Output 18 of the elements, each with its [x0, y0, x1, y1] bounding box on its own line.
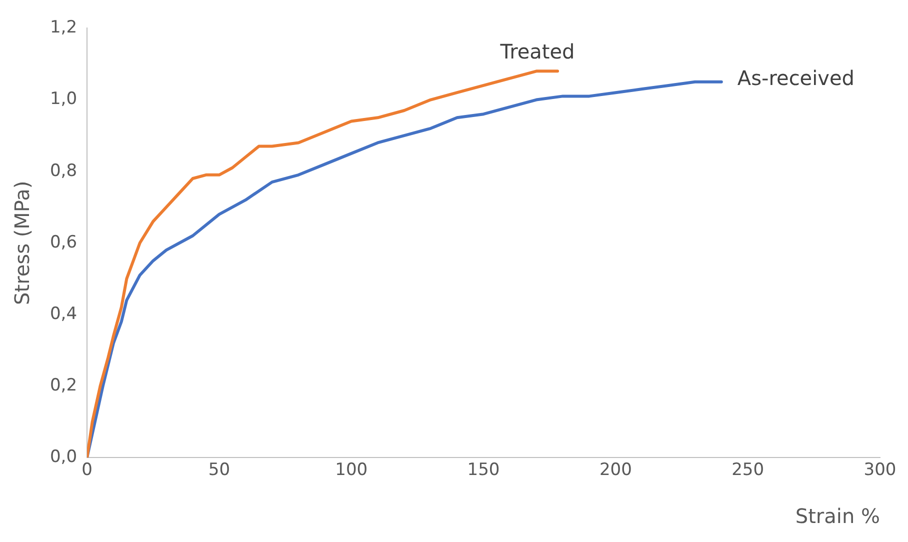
- x-tick-label: 0: [82, 460, 92, 480]
- y-tick-label: 0,8: [50, 160, 78, 181]
- x-tick-label: 150: [467, 460, 500, 480]
- y-axis-title: Stress (MPa): [10, 180, 34, 305]
- y-tick-label: 1,0: [50, 89, 78, 110]
- x-tick-label: 300: [864, 460, 896, 480]
- series-label: As-received: [737, 66, 855, 90]
- y-tick-label: 0,2: [50, 375, 78, 396]
- y-tick-label: 1,2: [50, 18, 78, 38]
- x-tick-label: 100: [335, 460, 368, 480]
- x-tick-label: 50: [208, 460, 230, 480]
- y-tick-label: 0,0: [50, 447, 78, 468]
- y-tick-label: 0,6: [50, 232, 78, 252]
- x-axis-title: Strain %: [795, 504, 880, 528]
- x-tick-label: 250: [732, 460, 764, 480]
- series-label: Treated: [499, 39, 575, 64]
- x-tick-label: 200: [599, 460, 632, 480]
- y-tick-label: 0,4: [50, 304, 78, 324]
